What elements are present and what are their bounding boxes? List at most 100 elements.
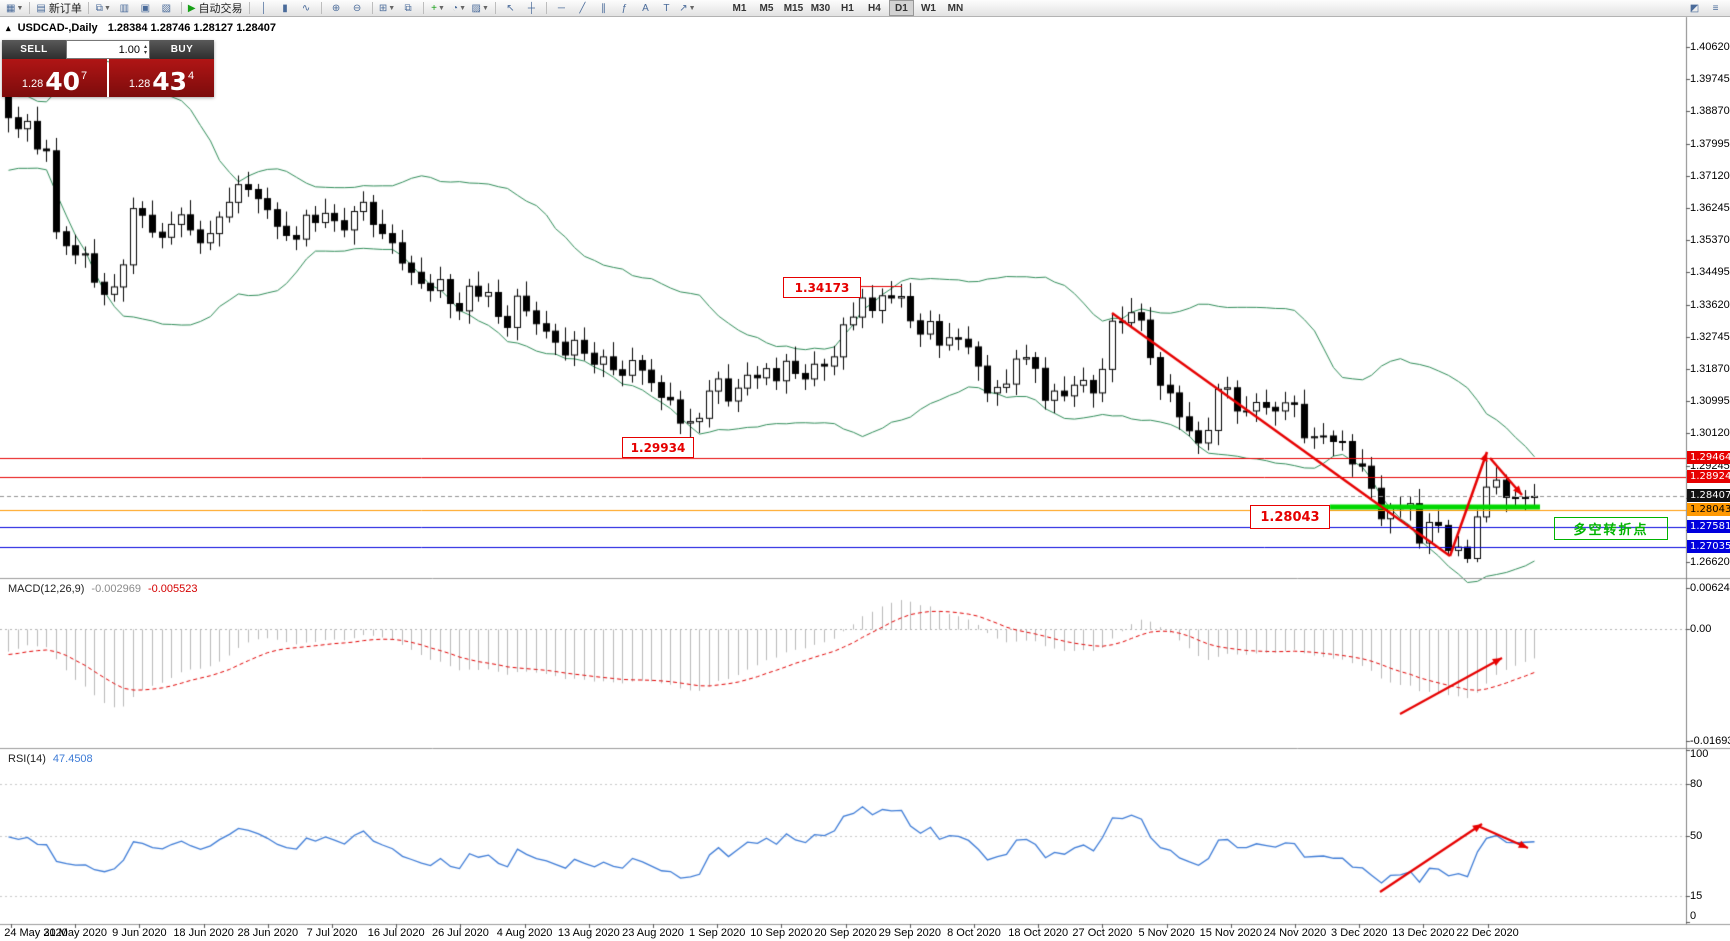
add-indicator-icon[interactable]: + ▼ [428, 1, 449, 16]
price-callout-high[interactable]: 1.34173 [783, 277, 861, 298]
date-axis-label: 29 Sep 2020 [878, 927, 941, 939]
price-tag: 1.28407 [1687, 489, 1730, 503]
date-axis-label: 5 Nov 2020 [1138, 927, 1195, 939]
channel-icon[interactable]: ∥ [593, 1, 614, 16]
price-axis-label: 1.39745 [1690, 73, 1730, 86]
label-tool-icon[interactable]: T [656, 1, 677, 16]
zoom-in-icon: ⊕ [331, 2, 341, 14]
volume-input[interactable]: 1.00 ▴ ▾ [66, 40, 150, 59]
toolbar-separator [494, 2, 496, 14]
bar-chart-icon[interactable]: │ [254, 1, 275, 16]
buy-price-button[interactable]: 1.28 43 4 [109, 59, 214, 97]
timeframe-toolbar: M1 M5 M15 M30 H1 H4 D1 W1 MN [726, 0, 969, 16]
new-order-button-label: 新订单 [48, 3, 82, 15]
toolbar-separator [320, 2, 322, 14]
help-icon[interactable]: ◩ [1684, 1, 1705, 16]
rsi-axis-label: 100 [1690, 748, 1709, 760]
ohlc-values: 1.28384 1.28746 1.28127 1.28407 [107, 22, 276, 34]
timeframe-m15[interactable]: M15 [783, 2, 804, 14]
new-order-button[interactable]: ▤ 新订单 [34, 1, 83, 16]
fibonacci-icon[interactable]: ƒ [614, 1, 635, 16]
candlestick-chart-icon[interactable]: ▮ [275, 1, 296, 16]
data-window-icon[interactable]: ▣ [135, 1, 156, 16]
arrow-tool-icon: ↗ [679, 2, 688, 14]
sell-button[interactable]: SELL [2, 40, 66, 59]
trendline-icon[interactable]: ╱ [572, 1, 593, 16]
menu-icon[interactable]: ≡ [1705, 1, 1726, 16]
horizontal-line-icon[interactable]: ─ [551, 1, 572, 16]
date-axis-label: 16 Jul 2020 [367, 927, 425, 939]
timeframe-h4[interactable]: H4 [868, 2, 881, 14]
chevron-down-icon: ▼ [482, 4, 489, 12]
tile-windows-icon[interactable]: ⊞ ▼ [377, 1, 398, 16]
chevron-down-icon: ▼ [388, 4, 396, 12]
timeframe-m5[interactable]: M5 [759, 2, 774, 14]
volume-value: 1.00 [118, 43, 140, 56]
crosshair-icon[interactable]: ┼ [521, 1, 542, 16]
date-axis-label: 31 May 2020 [43, 927, 107, 939]
buy-button[interactable]: BUY [150, 40, 214, 59]
cascade-windows-icon: ⧉ [404, 2, 412, 14]
timeframe-w1[interactable]: W1 [920, 2, 936, 14]
price-tag: 1.27035 [1687, 539, 1730, 553]
turning-point-annotation[interactable]: 多空转折点 [1554, 517, 1668, 540]
price-callout-support[interactable]: 1.28043 [1250, 505, 1330, 529]
fibonacci-icon: ƒ [621, 2, 628, 14]
date-axis-label: 13 Aug 2020 [557, 927, 620, 939]
text-tool-icon[interactable]: A [635, 1, 656, 16]
cursor-icon[interactable]: ↖ [500, 1, 521, 16]
date-axis-label: 24 Nov 2020 [1263, 927, 1327, 939]
navigator-icon: ▧ [161, 2, 172, 14]
arrow-tool-icon[interactable]: ↗ ▼ [677, 1, 698, 16]
date-axis-label: 27 Oct 2020 [1072, 927, 1133, 939]
tile-windows-icon: ⊞ [378, 2, 388, 14]
macd-title: MACD(12,26,9) [8, 583, 85, 595]
date-axis-label: 13 Dec 2020 [1392, 927, 1455, 939]
one-click-trading-panel: SELL 1.00 ▴ ▾ BUY 1.28 40 7 1.28 43 4 [2, 40, 214, 97]
chart-type-icon[interactable]: ▦ ▼ [4, 1, 25, 16]
zoom-out-icon[interactable]: ⊖ [347, 1, 368, 16]
sell-price-button[interactable]: 1.28 40 7 [2, 59, 107, 97]
navigator-icon[interactable]: ▧ [156, 1, 177, 16]
line-chart-icon[interactable]: ∿ [296, 1, 317, 16]
periods-icon: ◔ [452, 2, 459, 14]
price-axis-label: 1.36245 [1690, 202, 1730, 215]
date-axis-label: 24 May 2020 [4, 927, 68, 939]
panel-toggle-icon[interactable]: ▴ [6, 23, 11, 33]
horizontal-line-icon: ─ [557, 2, 565, 14]
cascade-windows-icon[interactable]: ⧉ [398, 1, 419, 16]
toolbar-separator [371, 2, 373, 14]
timeframe-h1[interactable]: H1 [841, 2, 854, 14]
macd-axis-label: -0.016933 [1690, 734, 1730, 747]
timeframe-m30[interactable]: M30 [810, 2, 831, 14]
autotrading-button[interactable]: ▶ 自动交易 [186, 1, 245, 16]
timeframe-mn[interactable]: MN [947, 2, 964, 14]
date-axis-label: 18 Oct 2020 [1008, 927, 1069, 939]
volume-stepper[interactable]: ▴ ▾ [144, 44, 147, 56]
chevron-down-icon: ▼ [438, 4, 445, 12]
date-axis-label: 10 Sep 2020 [750, 927, 813, 939]
templates-icon[interactable]: ▨ ▼ [470, 1, 491, 16]
open-charts-icon[interactable]: ⧉ ▼ [93, 1, 114, 16]
date-axis-label: 15 Nov 2020 [1199, 927, 1262, 939]
market-watch-icon[interactable]: ▥ [114, 1, 135, 16]
rsi-value: 47.4508 [52, 753, 93, 765]
date-axis-label: 7 Jul 2020 [306, 927, 358, 939]
autotrading-button-label: 自动交易 [198, 3, 243, 15]
spinner-down-icon[interactable]: ▾ [143, 49, 147, 56]
timeframe-m1[interactable]: M1 [732, 2, 747, 14]
macd-axis-label: 0.006245 [1690, 582, 1730, 595]
date-axis-label: 26 Jul 2020 [431, 927, 489, 939]
periods-icon[interactable]: ◔ ▼ [449, 1, 470, 16]
help-icon: ◩ [1689, 2, 1700, 14]
buy-price-pip: 4 [188, 70, 195, 82]
crosshair-icon: ┼ [527, 2, 535, 14]
price-callout-low[interactable]: 1.29934 [622, 437, 694, 458]
timeframe-d1[interactable]: D1 [888, 0, 914, 16]
sell-price-big: 40 [45, 67, 81, 96]
spinner-up-icon[interactable]: ▴ [143, 43, 147, 50]
zoom-in-icon[interactable]: ⊕ [326, 1, 347, 16]
chevron-down-icon: ▼ [103, 4, 111, 12]
text-tool-icon: A [642, 2, 649, 14]
